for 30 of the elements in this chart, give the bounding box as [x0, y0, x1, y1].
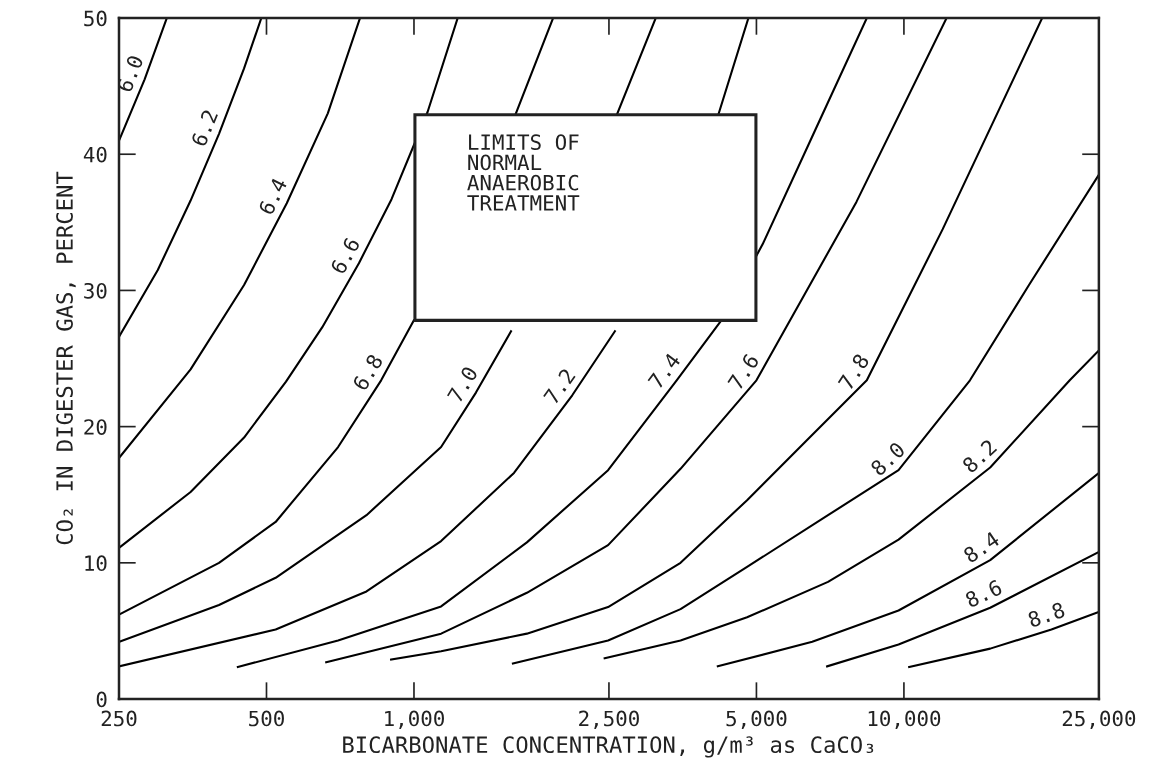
y-tick-label: 20: [84, 419, 107, 435]
y-axis-title: CO₂ IN DIGESTER GAS, PERCENT: [56, 171, 76, 545]
x-tick-label: 2,500: [579, 710, 639, 729]
text: 6.8: [351, 353, 384, 392]
text: 8.2: [961, 438, 998, 474]
text: 7.6: [727, 352, 760, 391]
text: 6.6: [329, 236, 361, 275]
text: 7.0: [446, 365, 479, 404]
y-tick-label: 40: [83, 146, 107, 163]
text: 8.0: [869, 441, 906, 477]
text: 7.2: [542, 367, 576, 405]
x-axis-title: BICARBONATE CONCENTRATION, g/m³ as CaCO₃: [343, 736, 874, 758]
x-tick-label: 25,000: [1062, 710, 1136, 729]
x-tick-label: 5,000: [726, 710, 787, 729]
y-tick-label: 50: [84, 10, 107, 27]
x-tick-label: 500: [249, 710, 284, 727]
x-tick-label: 1,000: [385, 710, 444, 729]
y-tick-label: 30: [84, 282, 107, 299]
x-tick-label: 10,000: [868, 710, 941, 729]
text: 7.4: [647, 352, 681, 390]
text: 6.2: [190, 109, 219, 148]
y-tick-label: 10: [85, 555, 107, 572]
x-tick-label: 250: [101, 710, 137, 727]
text: 7.8: [837, 352, 870, 391]
annotation: LIMITS OF NORMAL ANAEROBIC TREATMENT: [467, 134, 580, 211]
text: 8.8: [1027, 601, 1066, 628]
text: 8.6: [964, 579, 1003, 609]
text: 6.4: [257, 176, 288, 216]
text: 8.4: [962, 530, 1001, 564]
y-tick-label: 0: [96, 691, 107, 708]
